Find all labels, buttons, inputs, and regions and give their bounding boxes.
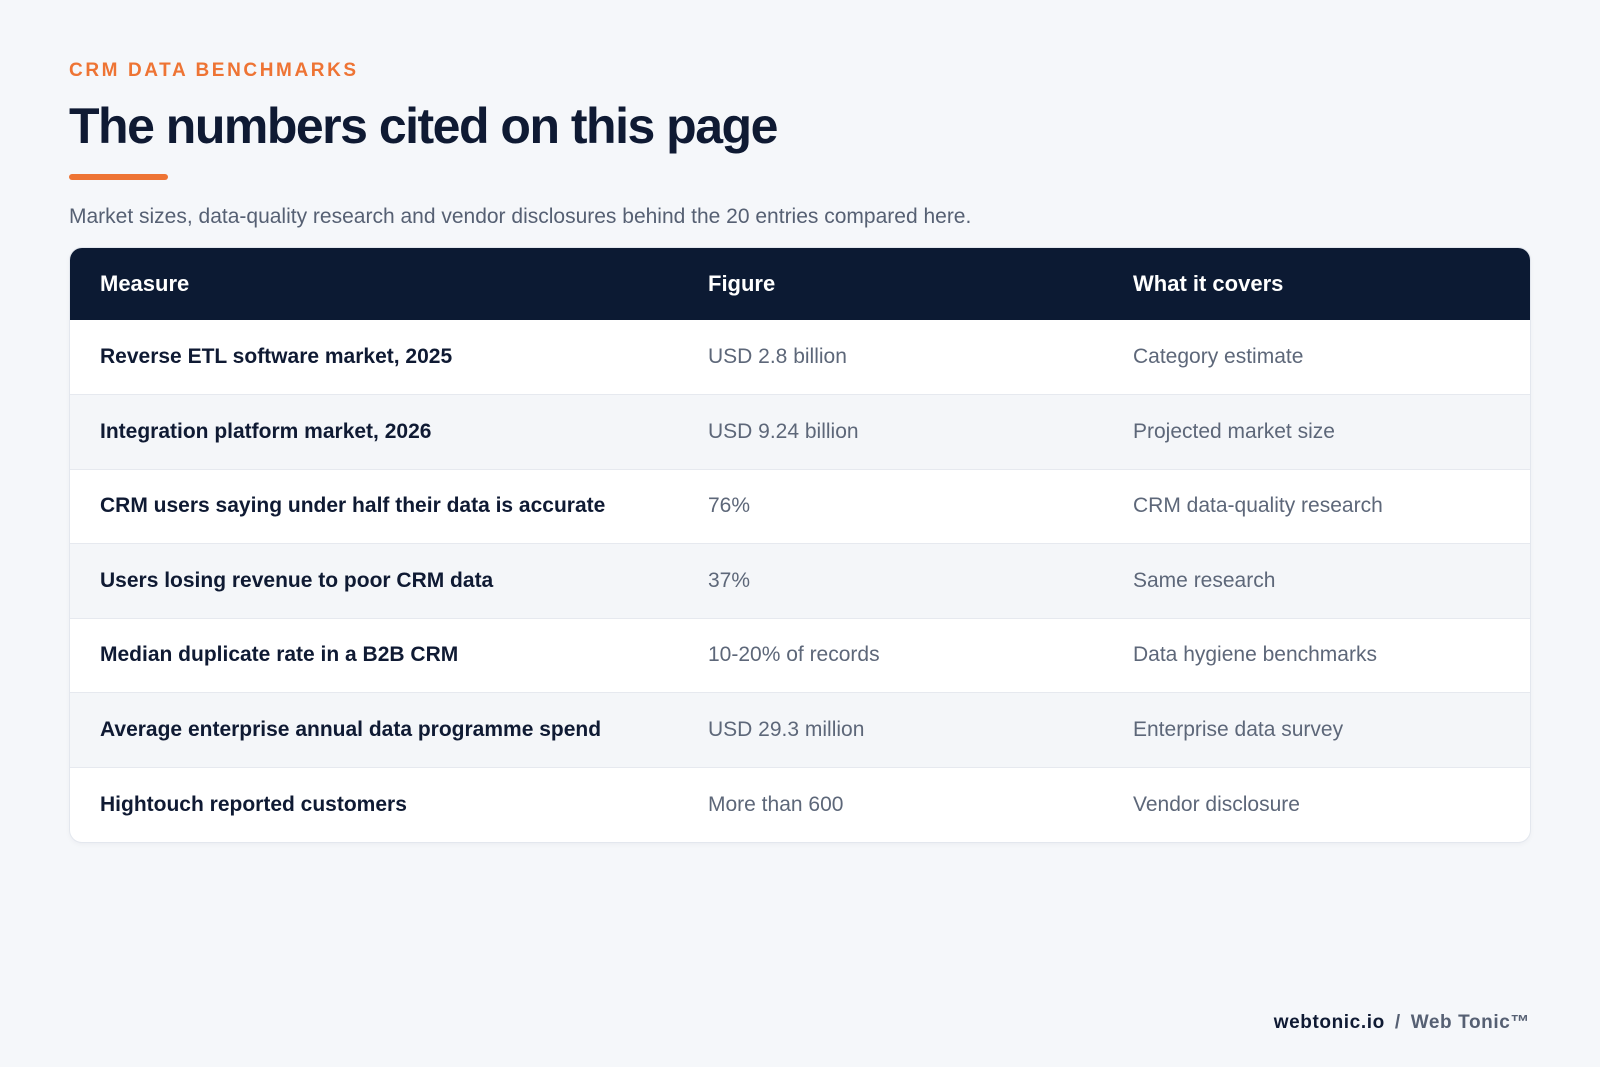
cell-coverage: Vendor disclosure bbox=[1133, 792, 1300, 816]
table-header: Measure Figure What it covers bbox=[70, 248, 1530, 320]
footer-separator: / bbox=[1394, 1012, 1401, 1033]
column-header-measure: Measure bbox=[100, 271, 190, 296]
cell-figure: 37% bbox=[708, 568, 751, 592]
cell-measure: CRM users saying under half their data i… bbox=[100, 494, 606, 518]
cell-coverage: Data hygiene benchmarks bbox=[1133, 643, 1377, 667]
cell-figure: USD 2.8 billion bbox=[708, 345, 847, 368]
table-row: Hightouch reported customers More than 6… bbox=[70, 767, 1530, 842]
cell-measure: Reverse ETL software market, 2025 bbox=[100, 345, 453, 368]
table-header-row: Measure Figure What it covers bbox=[70, 248, 1530, 320]
footer-brand: Web Tonic™ bbox=[1410, 1012, 1530, 1033]
title-accent-bar bbox=[69, 174, 168, 180]
table-row: Median duplicate rate in a B2B CRM 10-20… bbox=[70, 618, 1530, 693]
cell-figure: USD 9.24 billion bbox=[708, 419, 859, 443]
table-row: CRM users saying under half their data i… bbox=[70, 469, 1530, 544]
cell-coverage: Same research bbox=[1133, 568, 1276, 592]
page-subtitle: Market sizes, data-quality research and … bbox=[69, 205, 972, 228]
benchmarks-table-card: Measure Figure What it covers Reverse ET… bbox=[70, 248, 1530, 842]
header: CRM DATA BENCHMARKS The numbers cited on… bbox=[69, 58, 1530, 232]
cell-figure: 10-20% of records bbox=[708, 643, 880, 667]
cell-figure: 76% bbox=[708, 494, 751, 518]
table-row: Reverse ETL software market, 2025 USD 2.… bbox=[70, 320, 1530, 395]
benchmarks-table: Measure Figure What it covers Reverse ET… bbox=[70, 248, 1530, 842]
footer-credit: webtonic.io / Web Tonic™ bbox=[1274, 1012, 1530, 1034]
page-title: The numbers cited on this page bbox=[69, 98, 778, 154]
cell-measure: Median duplicate rate in a B2B CRM bbox=[100, 643, 459, 667]
cell-figure: More than 600 bbox=[708, 792, 844, 816]
cell-coverage: CRM data-quality research bbox=[1133, 494, 1383, 518]
cell-coverage: Enterprise data survey bbox=[1133, 717, 1344, 741]
cell-measure: Integration platform market, 2026 bbox=[100, 419, 432, 443]
eyebrow-label: CRM DATA BENCHMARKS bbox=[69, 60, 359, 81]
cell-coverage: Projected market size bbox=[1133, 419, 1335, 443]
cell-coverage: Category estimate bbox=[1133, 345, 1304, 368]
column-header-figure: Figure bbox=[708, 271, 776, 296]
footer-domain: webtonic.io bbox=[1273, 1012, 1385, 1033]
cell-figure: USD 29.3 million bbox=[708, 717, 865, 741]
cell-measure: Hightouch reported customers bbox=[100, 792, 407, 816]
table-row: Average enterprise annual data programme… bbox=[70, 692, 1530, 767]
table-row: Integration platform market, 2026 USD 9.… bbox=[70, 394, 1530, 469]
table-body: Reverse ETL software market, 2025 USD 2.… bbox=[70, 320, 1530, 842]
cell-measure: Average enterprise annual data programme… bbox=[100, 717, 602, 741]
column-header-coverage: What it covers bbox=[1133, 271, 1284, 296]
table-row: Users losing revenue to poor CRM data 37… bbox=[70, 543, 1530, 618]
cell-measure: Users losing revenue to poor CRM data bbox=[100, 568, 494, 592]
